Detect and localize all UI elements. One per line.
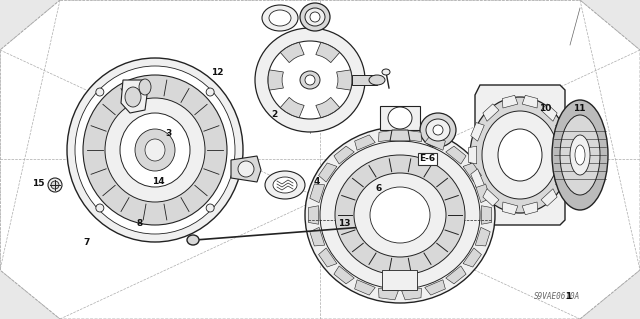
Text: S9VAE0610A: S9VAE0610A xyxy=(534,292,580,301)
Ellipse shape xyxy=(433,125,443,135)
Polygon shape xyxy=(378,288,398,300)
Ellipse shape xyxy=(498,129,542,181)
Polygon shape xyxy=(563,146,572,164)
Ellipse shape xyxy=(268,41,352,119)
Ellipse shape xyxy=(482,111,558,199)
Text: 11: 11 xyxy=(573,104,586,113)
Ellipse shape xyxy=(560,115,600,195)
Polygon shape xyxy=(471,122,484,141)
Ellipse shape xyxy=(139,79,151,95)
Polygon shape xyxy=(390,130,410,141)
Circle shape xyxy=(96,88,104,96)
Text: 3: 3 xyxy=(166,129,172,138)
Polygon shape xyxy=(231,156,261,182)
Polygon shape xyxy=(471,169,484,188)
Polygon shape xyxy=(522,95,538,108)
Polygon shape xyxy=(425,280,445,295)
Ellipse shape xyxy=(300,71,320,89)
Ellipse shape xyxy=(305,75,315,85)
Polygon shape xyxy=(121,80,147,113)
Ellipse shape xyxy=(75,66,235,234)
Polygon shape xyxy=(463,163,481,182)
Circle shape xyxy=(206,204,214,212)
Ellipse shape xyxy=(470,97,570,213)
Polygon shape xyxy=(310,227,324,246)
Ellipse shape xyxy=(320,141,480,289)
Ellipse shape xyxy=(310,12,320,22)
Polygon shape xyxy=(319,248,337,267)
Text: 2: 2 xyxy=(271,110,277,119)
Polygon shape xyxy=(476,227,490,246)
Ellipse shape xyxy=(570,135,590,175)
Ellipse shape xyxy=(552,100,608,210)
Polygon shape xyxy=(268,70,284,90)
Text: 7: 7 xyxy=(83,238,90,247)
Ellipse shape xyxy=(83,75,227,225)
Polygon shape xyxy=(556,122,569,141)
Circle shape xyxy=(51,181,59,189)
Circle shape xyxy=(96,204,104,212)
Polygon shape xyxy=(355,135,375,150)
Polygon shape xyxy=(334,146,355,164)
Ellipse shape xyxy=(382,69,390,75)
Text: 12: 12 xyxy=(211,68,224,77)
Polygon shape xyxy=(334,266,355,284)
Polygon shape xyxy=(522,202,538,215)
Ellipse shape xyxy=(300,3,330,31)
Ellipse shape xyxy=(105,98,205,202)
Polygon shape xyxy=(378,130,398,142)
Ellipse shape xyxy=(370,187,430,243)
Ellipse shape xyxy=(262,5,298,31)
Ellipse shape xyxy=(135,129,175,171)
Ellipse shape xyxy=(120,113,190,187)
Polygon shape xyxy=(316,97,340,118)
Ellipse shape xyxy=(369,75,385,85)
Polygon shape xyxy=(541,189,557,206)
Polygon shape xyxy=(308,206,319,224)
Ellipse shape xyxy=(238,161,254,177)
Ellipse shape xyxy=(265,171,305,199)
Text: 8: 8 xyxy=(136,219,143,228)
Text: E-6: E-6 xyxy=(419,154,436,163)
Polygon shape xyxy=(483,104,499,121)
Polygon shape xyxy=(476,184,490,203)
Polygon shape xyxy=(483,189,499,206)
Ellipse shape xyxy=(67,58,243,242)
Polygon shape xyxy=(475,85,565,225)
Text: 4: 4 xyxy=(314,177,320,186)
Text: 6: 6 xyxy=(376,184,382,193)
Polygon shape xyxy=(310,184,324,203)
Ellipse shape xyxy=(305,127,495,303)
Ellipse shape xyxy=(269,10,291,26)
Text: 14: 14 xyxy=(152,177,165,186)
Polygon shape xyxy=(445,266,466,284)
Polygon shape xyxy=(355,280,375,295)
Polygon shape xyxy=(337,70,352,90)
Polygon shape xyxy=(445,146,466,164)
Polygon shape xyxy=(556,169,569,188)
Polygon shape xyxy=(319,163,337,182)
Ellipse shape xyxy=(335,155,465,275)
Polygon shape xyxy=(463,248,481,267)
Polygon shape xyxy=(380,106,420,130)
Circle shape xyxy=(48,178,62,192)
Text: 10: 10 xyxy=(539,104,552,113)
Polygon shape xyxy=(425,135,445,150)
Ellipse shape xyxy=(255,28,365,132)
Polygon shape xyxy=(280,97,304,118)
Polygon shape xyxy=(468,146,477,164)
Polygon shape xyxy=(502,95,518,108)
Bar xyxy=(382,270,417,290)
Ellipse shape xyxy=(388,107,412,129)
Ellipse shape xyxy=(420,113,456,147)
Ellipse shape xyxy=(426,119,450,141)
Polygon shape xyxy=(481,206,492,224)
Polygon shape xyxy=(541,104,557,121)
Ellipse shape xyxy=(145,139,165,161)
Ellipse shape xyxy=(187,235,199,245)
Ellipse shape xyxy=(273,177,297,193)
Ellipse shape xyxy=(575,145,585,165)
Ellipse shape xyxy=(305,8,325,26)
Polygon shape xyxy=(502,202,518,215)
